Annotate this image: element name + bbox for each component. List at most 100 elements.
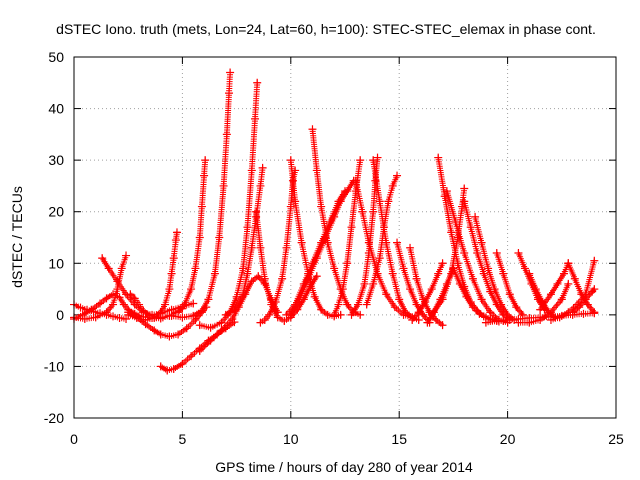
data-series-11 xyxy=(195,78,262,332)
grid xyxy=(74,57,616,418)
data-point xyxy=(375,254,384,263)
data-point xyxy=(150,313,159,322)
data-point xyxy=(182,324,191,333)
data-point xyxy=(434,269,443,278)
data-point xyxy=(427,310,436,319)
data-point xyxy=(414,308,423,317)
data-point xyxy=(286,156,295,165)
data-point xyxy=(388,181,397,190)
data-point xyxy=(564,259,573,268)
data-point xyxy=(479,269,488,278)
data-point xyxy=(219,181,228,190)
data-series-27 xyxy=(408,259,447,325)
data-point xyxy=(135,300,144,309)
data-point xyxy=(200,171,209,180)
data-point xyxy=(172,228,181,237)
data-point xyxy=(369,279,378,288)
data-point xyxy=(243,223,252,232)
data-point xyxy=(221,310,230,319)
data-point xyxy=(559,269,568,278)
data-point xyxy=(169,254,178,263)
data-point xyxy=(412,300,421,309)
x-tick-label: 25 xyxy=(608,431,624,447)
data-point xyxy=(395,295,404,304)
data-point xyxy=(156,362,165,371)
data-point xyxy=(96,299,105,308)
data-point xyxy=(104,264,113,273)
data-point xyxy=(260,316,269,325)
data-point xyxy=(119,300,128,309)
data-point xyxy=(499,269,508,278)
data-point xyxy=(393,238,402,247)
data-point xyxy=(217,326,226,335)
data-point xyxy=(109,300,118,309)
data-point xyxy=(115,293,124,302)
data-point xyxy=(473,248,482,257)
data-point xyxy=(427,285,436,294)
data-point xyxy=(475,309,484,318)
data-point xyxy=(343,300,352,309)
data-point xyxy=(115,313,124,322)
data-point xyxy=(447,228,456,237)
data-point xyxy=(215,233,224,242)
x-axis-label: GPS time / hours of day 280 of year 2014 xyxy=(215,459,473,475)
data-point xyxy=(180,300,189,309)
data-point xyxy=(423,318,432,327)
data-point xyxy=(369,156,378,165)
x-tick-label: 15 xyxy=(391,431,407,447)
data-point xyxy=(165,332,174,341)
data-point xyxy=(590,285,599,294)
data-point xyxy=(343,259,352,268)
data-point xyxy=(165,285,174,294)
data-point xyxy=(477,238,486,247)
y-axis-label: dSTEC / TECUs xyxy=(9,186,25,288)
data-point xyxy=(356,310,365,319)
data-point xyxy=(247,277,256,286)
data-point xyxy=(317,202,326,211)
data-point xyxy=(568,310,577,319)
data-point xyxy=(531,285,540,294)
data-point xyxy=(197,202,206,211)
data-point xyxy=(256,318,265,327)
data-point xyxy=(210,269,219,278)
data-point xyxy=(113,277,122,286)
data-point xyxy=(102,294,111,303)
data-point xyxy=(323,238,332,247)
data-point xyxy=(503,316,512,325)
data-point xyxy=(520,264,529,273)
data-point xyxy=(390,303,399,312)
data-point xyxy=(253,78,262,87)
data-point xyxy=(195,346,204,355)
data-point xyxy=(273,313,282,322)
data-point xyxy=(343,187,352,196)
data-point xyxy=(265,310,274,319)
data-point xyxy=(362,300,371,309)
data-point xyxy=(401,308,410,317)
data-point xyxy=(546,312,555,321)
data-point xyxy=(171,236,180,245)
data-point xyxy=(150,326,159,335)
ticks: 0 5 10 15 20 25 -20 -10 0 10 20 30 40 50 xyxy=(44,49,624,447)
data-point xyxy=(206,336,215,345)
data-point xyxy=(312,254,321,263)
data-point xyxy=(455,279,464,288)
data-point xyxy=(156,308,165,317)
y-tick-label: -10 xyxy=(44,358,64,374)
data-point xyxy=(330,264,339,273)
data-point xyxy=(375,197,384,206)
data-point xyxy=(369,207,378,216)
data-point xyxy=(581,295,590,304)
data-point xyxy=(191,264,200,273)
data-point xyxy=(174,330,183,339)
data-point xyxy=(312,166,321,175)
data-point xyxy=(525,269,534,278)
data-point xyxy=(78,310,87,319)
data-point xyxy=(310,292,319,301)
data-point xyxy=(406,243,415,252)
data-point xyxy=(286,202,295,211)
data-point xyxy=(438,321,447,330)
data-point xyxy=(536,313,545,322)
data-point xyxy=(364,248,373,257)
data-point xyxy=(460,248,469,257)
